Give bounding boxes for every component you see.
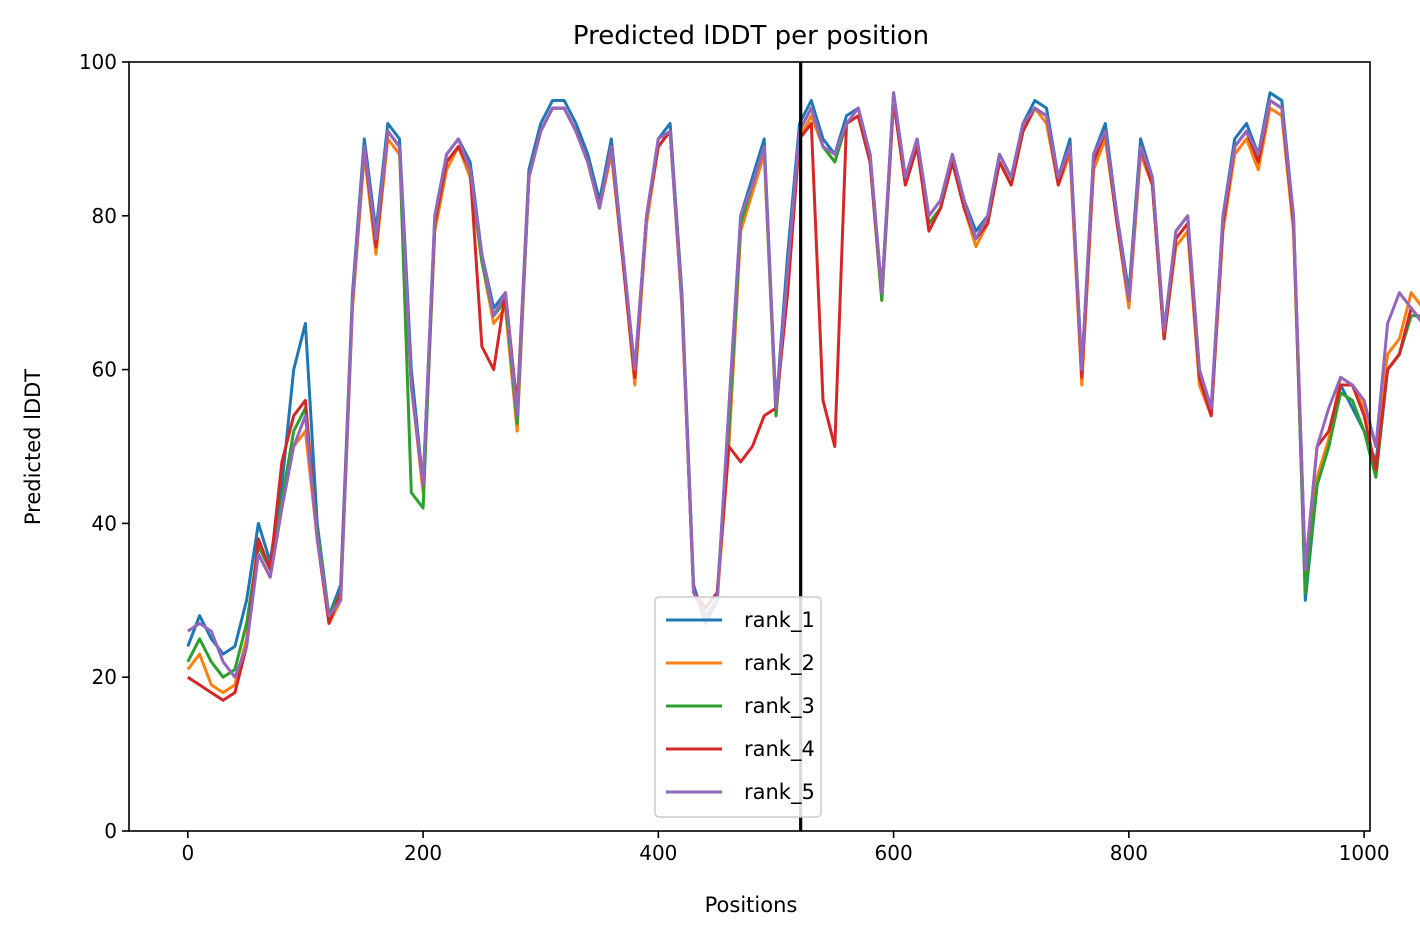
plot-frame (128, 61, 1371, 832)
x-tick-label: 800 (1110, 841, 1148, 865)
x-tick-label: 400 (639, 841, 677, 865)
plot-area (186, 62, 1420, 831)
y-tick-label: 0 (104, 819, 117, 843)
legend: rank_1 rank_2 rank_3 rank_4 rank_5 (654, 596, 822, 818)
legend-label: rank_3 (744, 694, 815, 719)
chart-title: Predicted lDDT per position (573, 21, 929, 51)
series-line-rank_1 (186, 91, 1420, 656)
y-tick-label: 80 (92, 204, 117, 228)
y-axis-title: Predicted lDDT (21, 369, 45, 525)
y-tick-label: 40 (92, 511, 117, 535)
legend-box (654, 596, 822, 818)
legend-label: rank_1 (744, 608, 815, 633)
y-tick-label: 60 (92, 358, 117, 382)
x-tick-label: 0 (181, 841, 194, 865)
x-tick-label: 200 (404, 841, 442, 865)
legend-label: rank_5 (744, 780, 815, 805)
y-tick-label: 100 (79, 50, 117, 74)
axis-ticks: 0 200 400 600 800 1000 0 20 40 60 80 100 (79, 50, 1390, 865)
x-tick-label: 1000 (1339, 841, 1390, 865)
legend-label: rank_2 (744, 651, 815, 676)
legend-label: rank_4 (744, 737, 815, 762)
y-tick-label: 20 (92, 665, 117, 689)
x-axis-title: Positions (705, 893, 798, 917)
x-tick-label: 600 (875, 841, 913, 865)
series-line-rank_5 (186, 91, 1420, 679)
